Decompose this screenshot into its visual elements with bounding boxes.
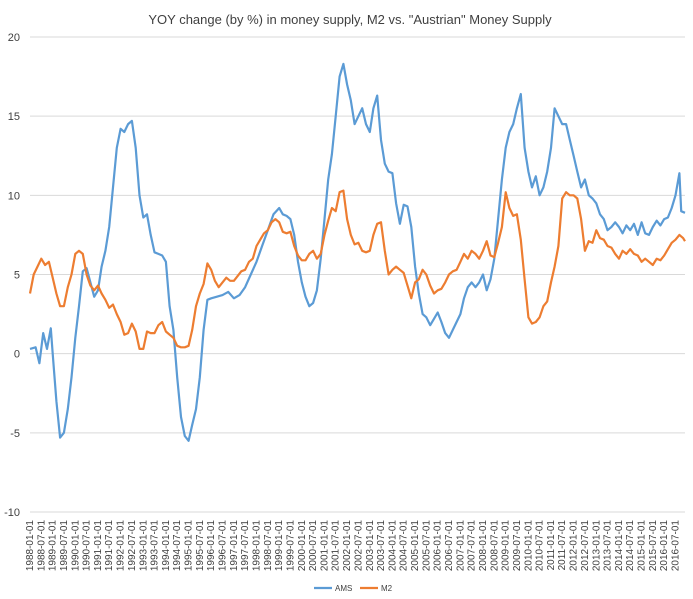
x-tick-label: 1990-07-01 [82, 520, 93, 572]
series-lines [28, 62, 686, 442]
legend-label-ams: AMS [335, 584, 352, 593]
y-axis: -10 -5 0 5 10 15 20 [4, 32, 20, 519]
series-line-ams [29, 62, 686, 442]
legend: AMS M2 [314, 584, 393, 593]
x-tick-label: 1997-07-01 [240, 520, 251, 572]
x-tick-label: 1990-01-01 [70, 520, 81, 572]
x-tick-label: 2011-07-01 [557, 520, 568, 571]
x-tick-label: 2014-01-01 [614, 520, 625, 572]
x-tick-label: 2002-07-01 [353, 520, 364, 572]
x-tick-label: 1999-01-01 [274, 520, 285, 572]
x-tick-label: 2006-01-01 [433, 520, 444, 572]
x-tick-label: 2003-01-01 [365, 520, 376, 572]
gridlines [30, 36, 685, 513]
x-axis: 1988-01-01 1988-07-01 1989-01-01 1989-07-01… [25, 520, 682, 572]
x-tick-label: 1999-07-01 [285, 520, 296, 572]
y-tick-label: 10 [8, 190, 20, 202]
x-tick-label: 2011-01-01 [546, 520, 557, 571]
x-tick-label: 2008-07-01 [489, 520, 500, 572]
x-tick-label: 1988-07-01 [36, 520, 47, 572]
x-tick-label: 2000-01-01 [297, 520, 308, 572]
x-tick-label: 1997-01-01 [229, 520, 240, 572]
x-tick-label: 1998-07-01 [263, 520, 274, 572]
x-tick-label: 2012-07-01 [580, 520, 591, 572]
x-tick-label: 2002-01-01 [342, 520, 353, 572]
x-tick-label: 2001-07-01 [331, 520, 342, 572]
x-tick-label: 1994-07-01 [172, 520, 183, 572]
series-line-m2 [28, 189, 686, 350]
x-tick-label: 1989-07-01 [59, 520, 70, 572]
x-tick-label: 2007-01-01 [455, 520, 466, 572]
x-tick-label: 2004-07-01 [399, 520, 410, 572]
x-tick-label: 1996-07-01 [217, 520, 228, 572]
x-tick-label: 1995-07-01 [195, 520, 206, 572]
x-tick-label: 2013-01-01 [591, 520, 602, 572]
x-tick-label: 2012-01-01 [569, 520, 580, 572]
x-tick-label: 2009-01-01 [501, 520, 512, 572]
x-tick-label: 1991-07-01 [104, 520, 115, 572]
y-tick-label: -10 [4, 507, 20, 519]
x-tick-label: 1989-01-01 [48, 520, 59, 572]
x-tick-label: 1992-01-01 [116, 520, 127, 572]
x-tick-label: 1993-01-01 [138, 520, 149, 572]
x-tick-label: 1991-01-01 [93, 520, 104, 572]
y-tick-label: -5 [10, 428, 20, 440]
x-tick-label: 2010-01-01 [523, 520, 534, 572]
y-tick-label: 0 [14, 349, 20, 361]
x-tick-label: 2016-07-01 [671, 520, 682, 572]
y-tick-label: 15 [8, 111, 20, 123]
x-tick-label: 2007-07-01 [467, 520, 478, 572]
x-tick-label: 1998-01-01 [252, 520, 263, 572]
y-tick-label: 20 [8, 32, 20, 44]
chart-title: YOY change (by %) in money supply, M2 vs… [148, 12, 552, 27]
x-tick-label: 1994-01-01 [161, 520, 172, 572]
x-tick-label: 2010-07-01 [535, 520, 546, 572]
x-tick-label: 2013-07-01 [603, 520, 614, 572]
y-tick-label: 5 [14, 270, 20, 282]
x-tick-label: 2001-01-01 [320, 520, 331, 572]
x-tick-label: 1992-07-01 [127, 520, 138, 572]
x-tick-label: 1995-01-01 [184, 520, 195, 572]
x-tick-label: 2005-01-01 [410, 520, 421, 572]
x-tick-label: 1993-07-01 [150, 520, 161, 572]
x-tick-label: 1988-01-01 [25, 520, 36, 572]
x-tick-label: 2004-01-01 [387, 520, 398, 572]
x-tick-label: 2006-07-01 [444, 520, 455, 572]
x-tick-label: 1996-01-01 [206, 520, 217, 572]
x-tick-label: 2009-07-01 [512, 520, 523, 572]
x-tick-label: 2015-01-01 [637, 520, 648, 572]
x-tick-label: 2005-07-01 [421, 520, 432, 572]
x-tick-label: 2014-07-01 [625, 520, 636, 572]
x-tick-label: 2016-01-01 [659, 520, 670, 572]
x-tick-label: 2003-07-01 [376, 520, 387, 572]
legend-label-m2: M2 [381, 584, 393, 593]
x-tick-label: 2015-07-01 [648, 520, 659, 572]
x-tick-label: 2008-01-01 [478, 520, 489, 572]
x-tick-label: 2000-07-01 [308, 520, 319, 572]
